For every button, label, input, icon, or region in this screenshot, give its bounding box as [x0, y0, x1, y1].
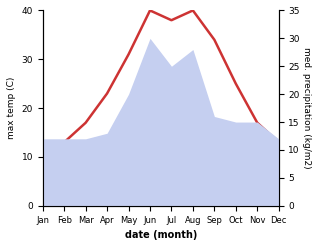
Y-axis label: med. precipitation (kg/m2): med. precipitation (kg/m2): [302, 47, 311, 169]
X-axis label: date (month): date (month): [125, 230, 197, 240]
Y-axis label: max temp (C): max temp (C): [7, 77, 16, 139]
